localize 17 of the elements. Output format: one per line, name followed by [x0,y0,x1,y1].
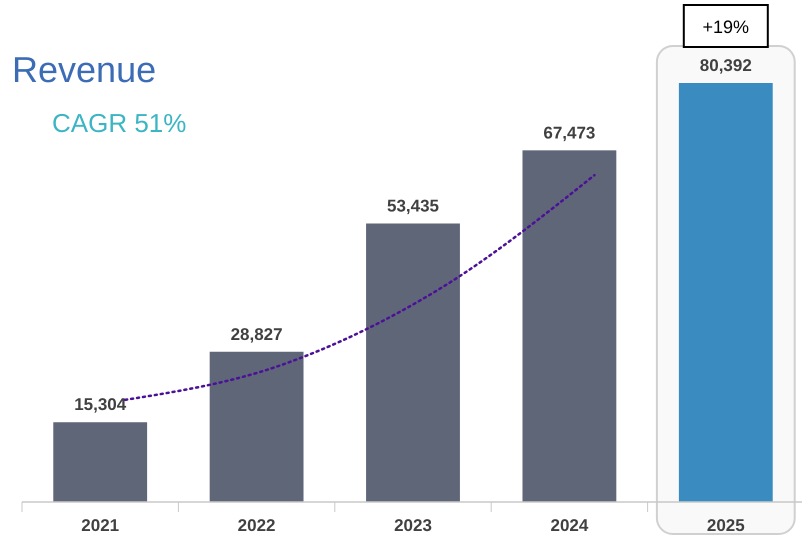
bar [522,150,616,502]
annotation: Revenue [12,49,156,90]
bar [366,224,460,502]
x-tick-label: 2022 [238,516,276,535]
x-tick-label: 2021 [81,516,120,535]
data-label: 28,827 [230,324,283,344]
data-label: 15,304 [74,395,127,414]
x-tick-label: 2025 [706,516,745,535]
text: +19% [702,17,750,37]
data-label: 53,435 [387,196,439,216]
annotation: CAGR 51% [52,108,186,138]
x-tick-label: 2024 [550,516,589,535]
data-label: 80,392 [700,56,752,75]
bar [210,352,304,502]
data-label: 67,473 [543,123,596,142]
x-tick-label: 2023 [394,516,432,535]
bar [53,422,148,502]
